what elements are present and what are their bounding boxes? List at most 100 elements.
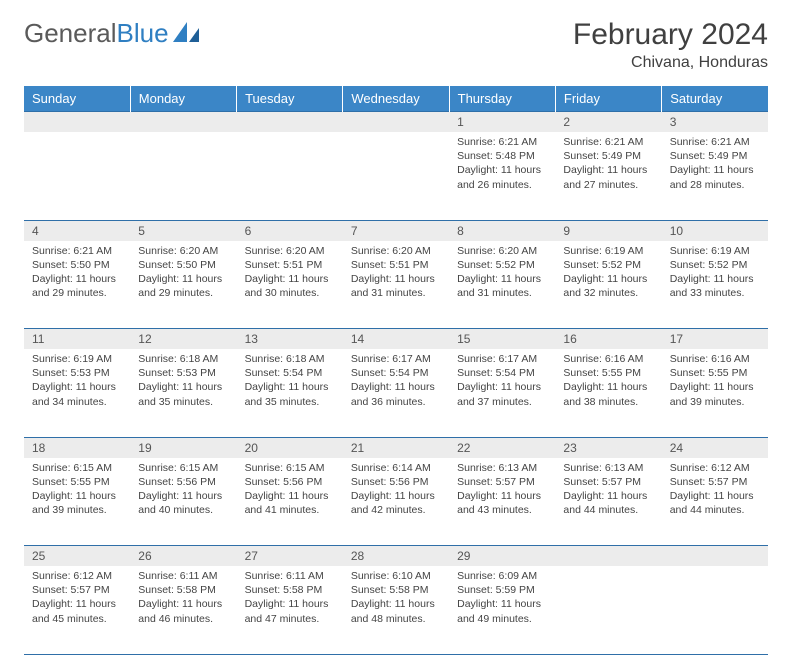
day-cell-body: Sunrise: 6:20 AMSunset: 5:52 PMDaylight:…	[449, 241, 555, 307]
day-cell-body: Sunrise: 6:20 AMSunset: 5:51 PMDaylight:…	[343, 241, 449, 307]
day-cell-body: Sunrise: 6:13 AMSunset: 5:57 PMDaylight:…	[555, 458, 661, 524]
day-number: 9	[555, 220, 661, 241]
title-block: February 2024 Chivana, Honduras	[573, 18, 768, 72]
sunrise-line: Sunrise: 6:10 AM	[351, 569, 441, 583]
sunrise-line: Sunrise: 6:20 AM	[351, 244, 441, 258]
day-cell: Sunrise: 6:09 AMSunset: 5:59 PMDaylight:…	[449, 566, 555, 654]
sunset-line: Sunset: 5:56 PM	[351, 475, 441, 489]
weekday-header: Tuesday	[237, 86, 343, 112]
day-number: 2	[555, 112, 661, 133]
sunset-line: Sunset: 5:56 PM	[138, 475, 228, 489]
sunset-line: Sunset: 5:55 PM	[563, 366, 653, 380]
sunset-line: Sunset: 5:53 PM	[138, 366, 228, 380]
day-cell: Sunrise: 6:15 AMSunset: 5:55 PMDaylight:…	[24, 458, 130, 546]
sunset-line: Sunset: 5:59 PM	[457, 583, 547, 597]
sunset-line: Sunset: 5:52 PM	[563, 258, 653, 272]
sunset-line: Sunset: 5:58 PM	[245, 583, 335, 597]
weekday-header: Monday	[130, 86, 236, 112]
day-cell-body: Sunrise: 6:20 AMSunset: 5:50 PMDaylight:…	[130, 241, 236, 307]
sunrise-line: Sunrise: 6:12 AM	[670, 461, 760, 475]
sunrise-line: Sunrise: 6:20 AM	[457, 244, 547, 258]
day-number: 5	[130, 220, 236, 241]
sunrise-line: Sunrise: 6:15 AM	[138, 461, 228, 475]
day-cell	[662, 566, 768, 654]
day-number: 1	[449, 112, 555, 133]
day-cell: Sunrise: 6:17 AMSunset: 5:54 PMDaylight:…	[343, 349, 449, 437]
daylight-line: Daylight: 11 hours and 26 minutes.	[457, 163, 547, 191]
sunrise-line: Sunrise: 6:18 AM	[245, 352, 335, 366]
day-cell	[130, 132, 236, 220]
sunrise-line: Sunrise: 6:16 AM	[563, 352, 653, 366]
day-cell-body: Sunrise: 6:12 AMSunset: 5:57 PMDaylight:…	[24, 566, 130, 632]
day-number: 29	[449, 546, 555, 567]
weekday-header: Thursday	[449, 86, 555, 112]
weekday-header: Sunday	[24, 86, 130, 112]
day-number: 6	[237, 220, 343, 241]
day-cell: Sunrise: 6:12 AMSunset: 5:57 PMDaylight:…	[662, 458, 768, 546]
day-number: 12	[130, 329, 236, 350]
daylight-line: Daylight: 11 hours and 40 minutes.	[138, 489, 228, 517]
day-cell-body: Sunrise: 6:15 AMSunset: 5:56 PMDaylight:…	[237, 458, 343, 524]
day-detail-row: Sunrise: 6:15 AM Sunset: 5:55 PM Daylight:…	[24, 458, 768, 546]
day-cell-body: Sunrise: 6:13 AMSunset: 5:57 PMDaylight:…	[449, 458, 555, 524]
sunset-line: Sunset: 5:52 PM	[670, 258, 760, 272]
day-cell-body: Sunrise: 6:12 AMSunset: 5:57 PMDaylight:…	[662, 458, 768, 524]
sunrise-line: Sunrise: 6:17 AM	[457, 352, 547, 366]
day-cell-body: Sunrise: 6:19 AMSunset: 5:53 PMDaylight:…	[24, 349, 130, 415]
day-number-row: 11121314151617	[24, 329, 768, 350]
sunrise-line: Sunrise: 6:19 AM	[670, 244, 760, 258]
day-cell-body: Sunrise: 6:17 AMSunset: 5:54 PMDaylight:…	[343, 349, 449, 415]
location-subtitle: Chivana, Honduras	[573, 54, 768, 72]
daylight-line: Daylight: 11 hours and 39 minutes.	[670, 380, 760, 408]
day-number-row: 123	[24, 112, 768, 133]
day-cell-body: Sunrise: 6:20 AMSunset: 5:51 PMDaylight:…	[237, 241, 343, 307]
day-cell: Sunrise: 6:11 AMSunset: 5:58 PMDaylight:…	[130, 566, 236, 654]
sunset-line: Sunset: 5:56 PM	[245, 475, 335, 489]
weekday-header: Friday	[555, 86, 661, 112]
page-title: February 2024	[573, 18, 768, 52]
day-number-row: 2526272829	[24, 546, 768, 567]
sunrise-line: Sunrise: 6:21 AM	[670, 135, 760, 149]
day-number: 10	[662, 220, 768, 241]
sunrise-line: Sunrise: 6:13 AM	[563, 461, 653, 475]
daylight-line: Daylight: 11 hours and 29 minutes.	[32, 272, 122, 300]
day-number: 22	[449, 437, 555, 458]
day-number: 8	[449, 220, 555, 241]
daylight-line: Daylight: 11 hours and 44 minutes.	[670, 489, 760, 517]
day-number: 18	[24, 437, 130, 458]
sunset-line: Sunset: 5:50 PM	[32, 258, 122, 272]
day-cell-body: Sunrise: 6:10 AMSunset: 5:58 PMDaylight:…	[343, 566, 449, 632]
sunset-line: Sunset: 5:55 PM	[32, 475, 122, 489]
sunrise-line: Sunrise: 6:15 AM	[245, 461, 335, 475]
day-cell: Sunrise: 6:15 AMSunset: 5:56 PMDaylight:…	[130, 458, 236, 546]
day-cell	[24, 132, 130, 220]
daylight-line: Daylight: 11 hours and 31 minutes.	[457, 272, 547, 300]
day-cell: Sunrise: 6:21 AMSunset: 5:50 PMDaylight:…	[24, 241, 130, 329]
day-cell: Sunrise: 6:21 AMSunset: 5:49 PMDaylight:…	[662, 132, 768, 220]
day-number: 25	[24, 546, 130, 567]
daylight-line: Daylight: 11 hours and 27 minutes.	[563, 163, 653, 191]
weekday-header-row: SundayMondayTuesdayWednesdayThursdayFrid…	[24, 86, 768, 112]
sunset-line: Sunset: 5:57 PM	[670, 475, 760, 489]
day-cell-body: Sunrise: 6:15 AMSunset: 5:56 PMDaylight:…	[130, 458, 236, 524]
sunrise-line: Sunrise: 6:19 AM	[32, 352, 122, 366]
daylight-line: Daylight: 11 hours and 33 minutes.	[670, 272, 760, 300]
day-cell: Sunrise: 6:20 AMSunset: 5:51 PMDaylight:…	[237, 241, 343, 329]
daylight-line: Daylight: 11 hours and 36 minutes.	[351, 380, 441, 408]
sunset-line: Sunset: 5:54 PM	[351, 366, 441, 380]
logo-sail-icon	[173, 18, 199, 49]
day-number: 27	[237, 546, 343, 567]
day-number: 7	[343, 220, 449, 241]
day-detail-row: Sunrise: 6:12 AMSunset: 5:57 PMDaylight:…	[24, 566, 768, 654]
day-number	[237, 112, 343, 133]
day-cell: Sunrise: 6:18 AMSunset: 5:53 PMDaylight:…	[130, 349, 236, 437]
day-number-row: 18192021222324	[24, 437, 768, 458]
daylight-line: Daylight: 11 hours and 43 minutes.	[457, 489, 547, 517]
sunset-line: Sunset: 5:53 PM	[32, 366, 122, 380]
sunset-line: Sunset: 5:48 PM	[457, 149, 547, 163]
day-detail-row: Sunrise: 6:19 AMSunset: 5:53 PMDaylight:…	[24, 349, 768, 437]
daylight-line: Daylight: 11 hours and 28 minutes.	[670, 163, 760, 191]
day-number: 26	[130, 546, 236, 567]
day-cell-body: Sunrise: 6:16 AMSunset: 5:55 PMDaylight:…	[555, 349, 661, 415]
day-number	[555, 546, 661, 567]
